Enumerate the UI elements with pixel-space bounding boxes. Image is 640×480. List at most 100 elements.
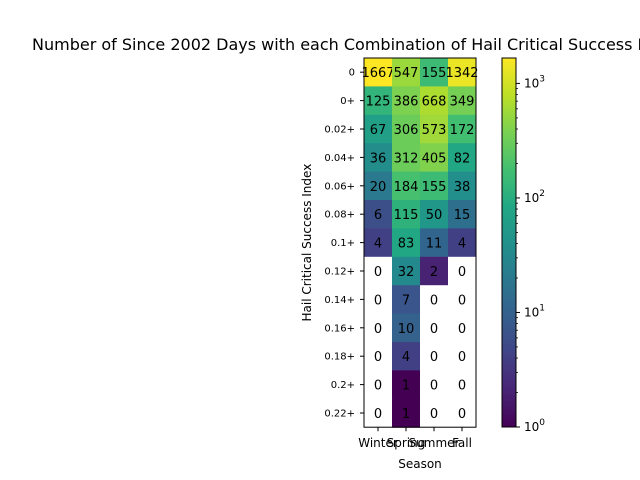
cell-value-label: 0	[374, 407, 382, 422]
heatmap-cell	[448, 313, 477, 343]
heatmap-cell	[420, 228, 449, 258]
heatmap-cell	[420, 313, 449, 343]
cell-value-label: 0	[430, 293, 438, 308]
heatmap-cell	[448, 143, 477, 173]
y-tick-label: 0.02+	[324, 125, 355, 136]
heatmap-cell	[392, 58, 421, 87]
heatmap-cell	[448, 398, 477, 428]
cell-value-label: 0	[430, 379, 438, 394]
cell-value-label: 4	[402, 350, 410, 365]
heatmap-cell	[448, 58, 477, 87]
heatmap-cell	[448, 171, 477, 201]
heatmap-cell	[364, 228, 393, 258]
cell-value-label: 172	[450, 123, 475, 138]
x-tick-label: Fall	[452, 436, 472, 450]
cell-value-label: 82	[454, 151, 471, 166]
x-axis-label: Season	[398, 457, 442, 471]
y-tick-label: 0.14+	[324, 295, 355, 306]
heatmap-cell	[420, 256, 449, 286]
y-tick-label: 0.16+	[324, 323, 355, 334]
heatmap-cell	[420, 285, 449, 315]
cell-value-label: 386	[394, 95, 419, 110]
heatmap-cell	[364, 58, 393, 87]
cell-value-label: 0	[374, 379, 382, 394]
heatmap-cell	[448, 200, 477, 229]
heatmap-cell	[420, 342, 449, 371]
heatmap-cell	[392, 370, 421, 400]
cell-value-label: 0	[458, 379, 466, 394]
colorbar-tick-label: 102	[524, 189, 545, 205]
heatmap-cell	[364, 171, 393, 201]
heatmap-cell	[420, 200, 449, 229]
cell-value-label: 2	[430, 265, 438, 280]
colorbar-tick-label: 101	[524, 303, 545, 319]
colorbar-frame	[501, 57, 517, 428]
colorbar-gradient	[502, 58, 516, 427]
heatmap-cell	[448, 285, 477, 315]
cell-value-label: 4	[458, 237, 466, 252]
heatmap-cell	[392, 200, 421, 229]
cell-value-label: 0	[374, 265, 382, 280]
y-tick-label: 0.22+	[324, 409, 355, 420]
heatmap-cell	[420, 86, 449, 116]
y-tick-label: 0	[349, 68, 355, 79]
heatmap-cell	[364, 313, 393, 343]
cell-value-label: 573	[422, 123, 447, 138]
cell-value-label: 312	[394, 151, 419, 166]
heatmap-cell	[420, 398, 449, 428]
x-tick-label: Summer	[409, 436, 460, 450]
heatmap-cell	[448, 256, 477, 286]
cell-value-label: 15	[454, 208, 471, 223]
cell-value-label: 115	[394, 208, 419, 223]
y-tick-label: 0.18+	[324, 352, 355, 363]
cell-value-label: 32	[398, 265, 415, 280]
cell-value-label: 11	[426, 237, 443, 252]
cell-value-label: 405	[422, 151, 447, 166]
heatmap-cell	[420, 171, 449, 201]
cell-value-label: 0	[430, 350, 438, 365]
cell-value-label: 36	[370, 151, 387, 166]
cell-value-label: 306	[394, 123, 419, 138]
cell-value-label: 10	[398, 322, 415, 337]
cell-value-label: 20	[370, 180, 387, 195]
cell-value-label: 155	[422, 66, 447, 81]
y-axis-label: Hail Critical Success Index	[300, 164, 314, 322]
heatmap-cell	[420, 143, 449, 173]
heatmap-cell	[448, 370, 477, 400]
colorbar-ticks: 100 101 102 103	[516, 74, 545, 434]
heatmap-cell	[392, 398, 421, 428]
cell-value-label: 1	[402, 379, 410, 394]
heatmap-cell	[420, 114, 449, 144]
y-axis: 0 0+ 0.02+ 0.04+ 0.06+ 0.08+ 0.1+ 0.12+ 0.14+ 0.1…	[324, 68, 364, 420]
colorbar-tick-label: 100	[524, 418, 545, 434]
x-tick-label: Spring	[387, 436, 426, 450]
cell-value-label: 0	[458, 322, 466, 337]
x-tick-label: Winter	[358, 436, 398, 450]
cell-value-label: 668	[422, 95, 447, 110]
cell-value-label: 125	[366, 95, 391, 110]
y-tick-label: 0.06+	[324, 181, 355, 192]
heatmap-cell	[364, 256, 393, 286]
chart-title: Number of Since 2002 Days with each Comb…	[32, 35, 640, 54]
cell-value-label: 1342	[445, 66, 478, 81]
cell-value-label: 83	[398, 237, 415, 252]
y-tick-label: 0.2+	[331, 380, 355, 391]
heatmap-cell	[364, 342, 393, 371]
y-tick-label: 0.04+	[324, 153, 355, 164]
heatmap-cell	[392, 285, 421, 315]
heatmap-cell	[392, 256, 421, 286]
cell-value-label: 1667	[361, 66, 394, 81]
cell-value-label: 0	[374, 322, 382, 337]
heatmap-cell	[448, 86, 477, 116]
y-tick-label: 0+	[340, 96, 355, 107]
heatmap-cell	[364, 86, 393, 116]
cell-value-label: 0	[430, 407, 438, 422]
cell-value-label: 67	[370, 123, 387, 138]
heatmap-cell	[364, 114, 393, 144]
heatmap-cell	[392, 171, 421, 201]
cell-value-label: 547	[394, 66, 419, 81]
cell-value-label: 0	[374, 350, 382, 365]
heatmap-cell	[364, 143, 393, 173]
